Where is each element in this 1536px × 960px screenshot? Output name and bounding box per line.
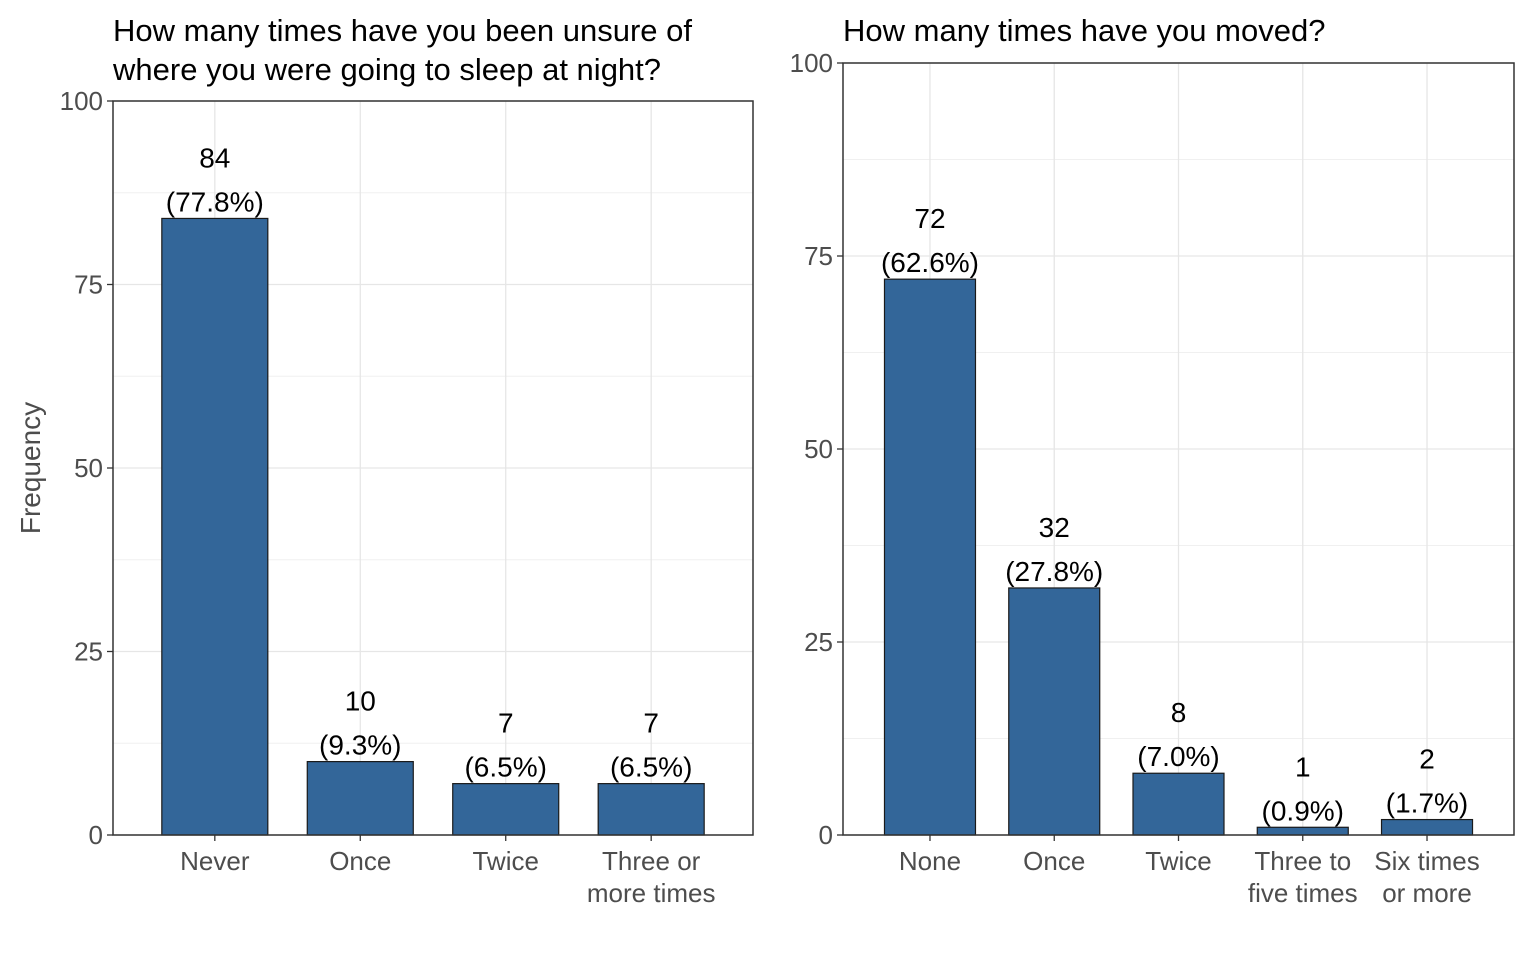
bar-1 — [161, 217, 269, 836]
data-label-percent: (9.3%) — [319, 730, 401, 761]
y-tick-label: 50 — [804, 434, 833, 464]
x-tick-label: five times — [1248, 878, 1358, 908]
data-label-count: 8 — [1171, 697, 1187, 728]
data-label-percent: (1.7%) — [1386, 788, 1468, 819]
y-tick-label: 75 — [74, 270, 103, 300]
bar-3 — [452, 783, 560, 836]
data-label-percent: (6.5%) — [610, 752, 692, 783]
y-tick-label: 50 — [74, 453, 103, 483]
x-tick-label: Three or — [602, 846, 701, 876]
bar-1 — [883, 278, 977, 836]
y-tick-label: 75 — [804, 241, 833, 271]
chart-title: where you were going to sleep at night? — [112, 52, 661, 87]
data-label-percent: (7.0%) — [1137, 741, 1219, 772]
bar-3 — [1132, 772, 1225, 836]
chart-title: How many times have you moved? — [843, 13, 1325, 48]
y-tick-label: 100 — [790, 48, 833, 78]
bar-4 — [597, 783, 705, 836]
data-label-count: 7 — [498, 708, 514, 739]
data-label-count: 32 — [1039, 512, 1070, 543]
x-tick-label: more times — [587, 878, 716, 908]
x-tick-label: Twice — [472, 846, 538, 876]
data-label-percent: (0.9%) — [1262, 795, 1344, 826]
data-label-count: 10 — [345, 686, 376, 717]
bar-2 — [1008, 587, 1101, 836]
x-tick-label: Six times — [1374, 846, 1479, 876]
y-tick-label: 25 — [804, 627, 833, 657]
data-label-percent: (27.8%) — [1005, 556, 1103, 587]
y-axis-label: Frequency — [15, 402, 46, 534]
data-label-percent: (62.6%) — [881, 247, 979, 278]
data-label-count: 84 — [199, 142, 230, 173]
data-label-count: 1 — [1295, 751, 1311, 782]
x-tick-label: None — [899, 846, 961, 876]
x-tick-label: Three to — [1254, 846, 1351, 876]
bar-2 — [306, 760, 414, 836]
data-label-percent: (77.8%) — [166, 186, 264, 217]
y-tick-label: 100 — [60, 86, 103, 116]
data-label-count: 72 — [914, 203, 945, 234]
data-label-count: 7 — [643, 708, 659, 739]
y-tick-label: 0 — [819, 820, 833, 850]
y-tick-label: 0 — [89, 820, 103, 850]
x-tick-label: Once — [1023, 846, 1085, 876]
x-tick-label: Once — [329, 846, 391, 876]
bar-4 — [1256, 826, 1349, 836]
data-label-count: 2 — [1419, 744, 1435, 775]
bar-5 — [1380, 818, 1474, 836]
chart-title: How many times have you been unsure of — [113, 13, 692, 48]
x-tick-label: Never — [180, 846, 250, 876]
x-tick-label: or more — [1382, 878, 1472, 908]
y-tick-label: 25 — [74, 637, 103, 667]
x-tick-label: Twice — [1145, 846, 1211, 876]
data-label-percent: (6.5%) — [464, 752, 546, 783]
